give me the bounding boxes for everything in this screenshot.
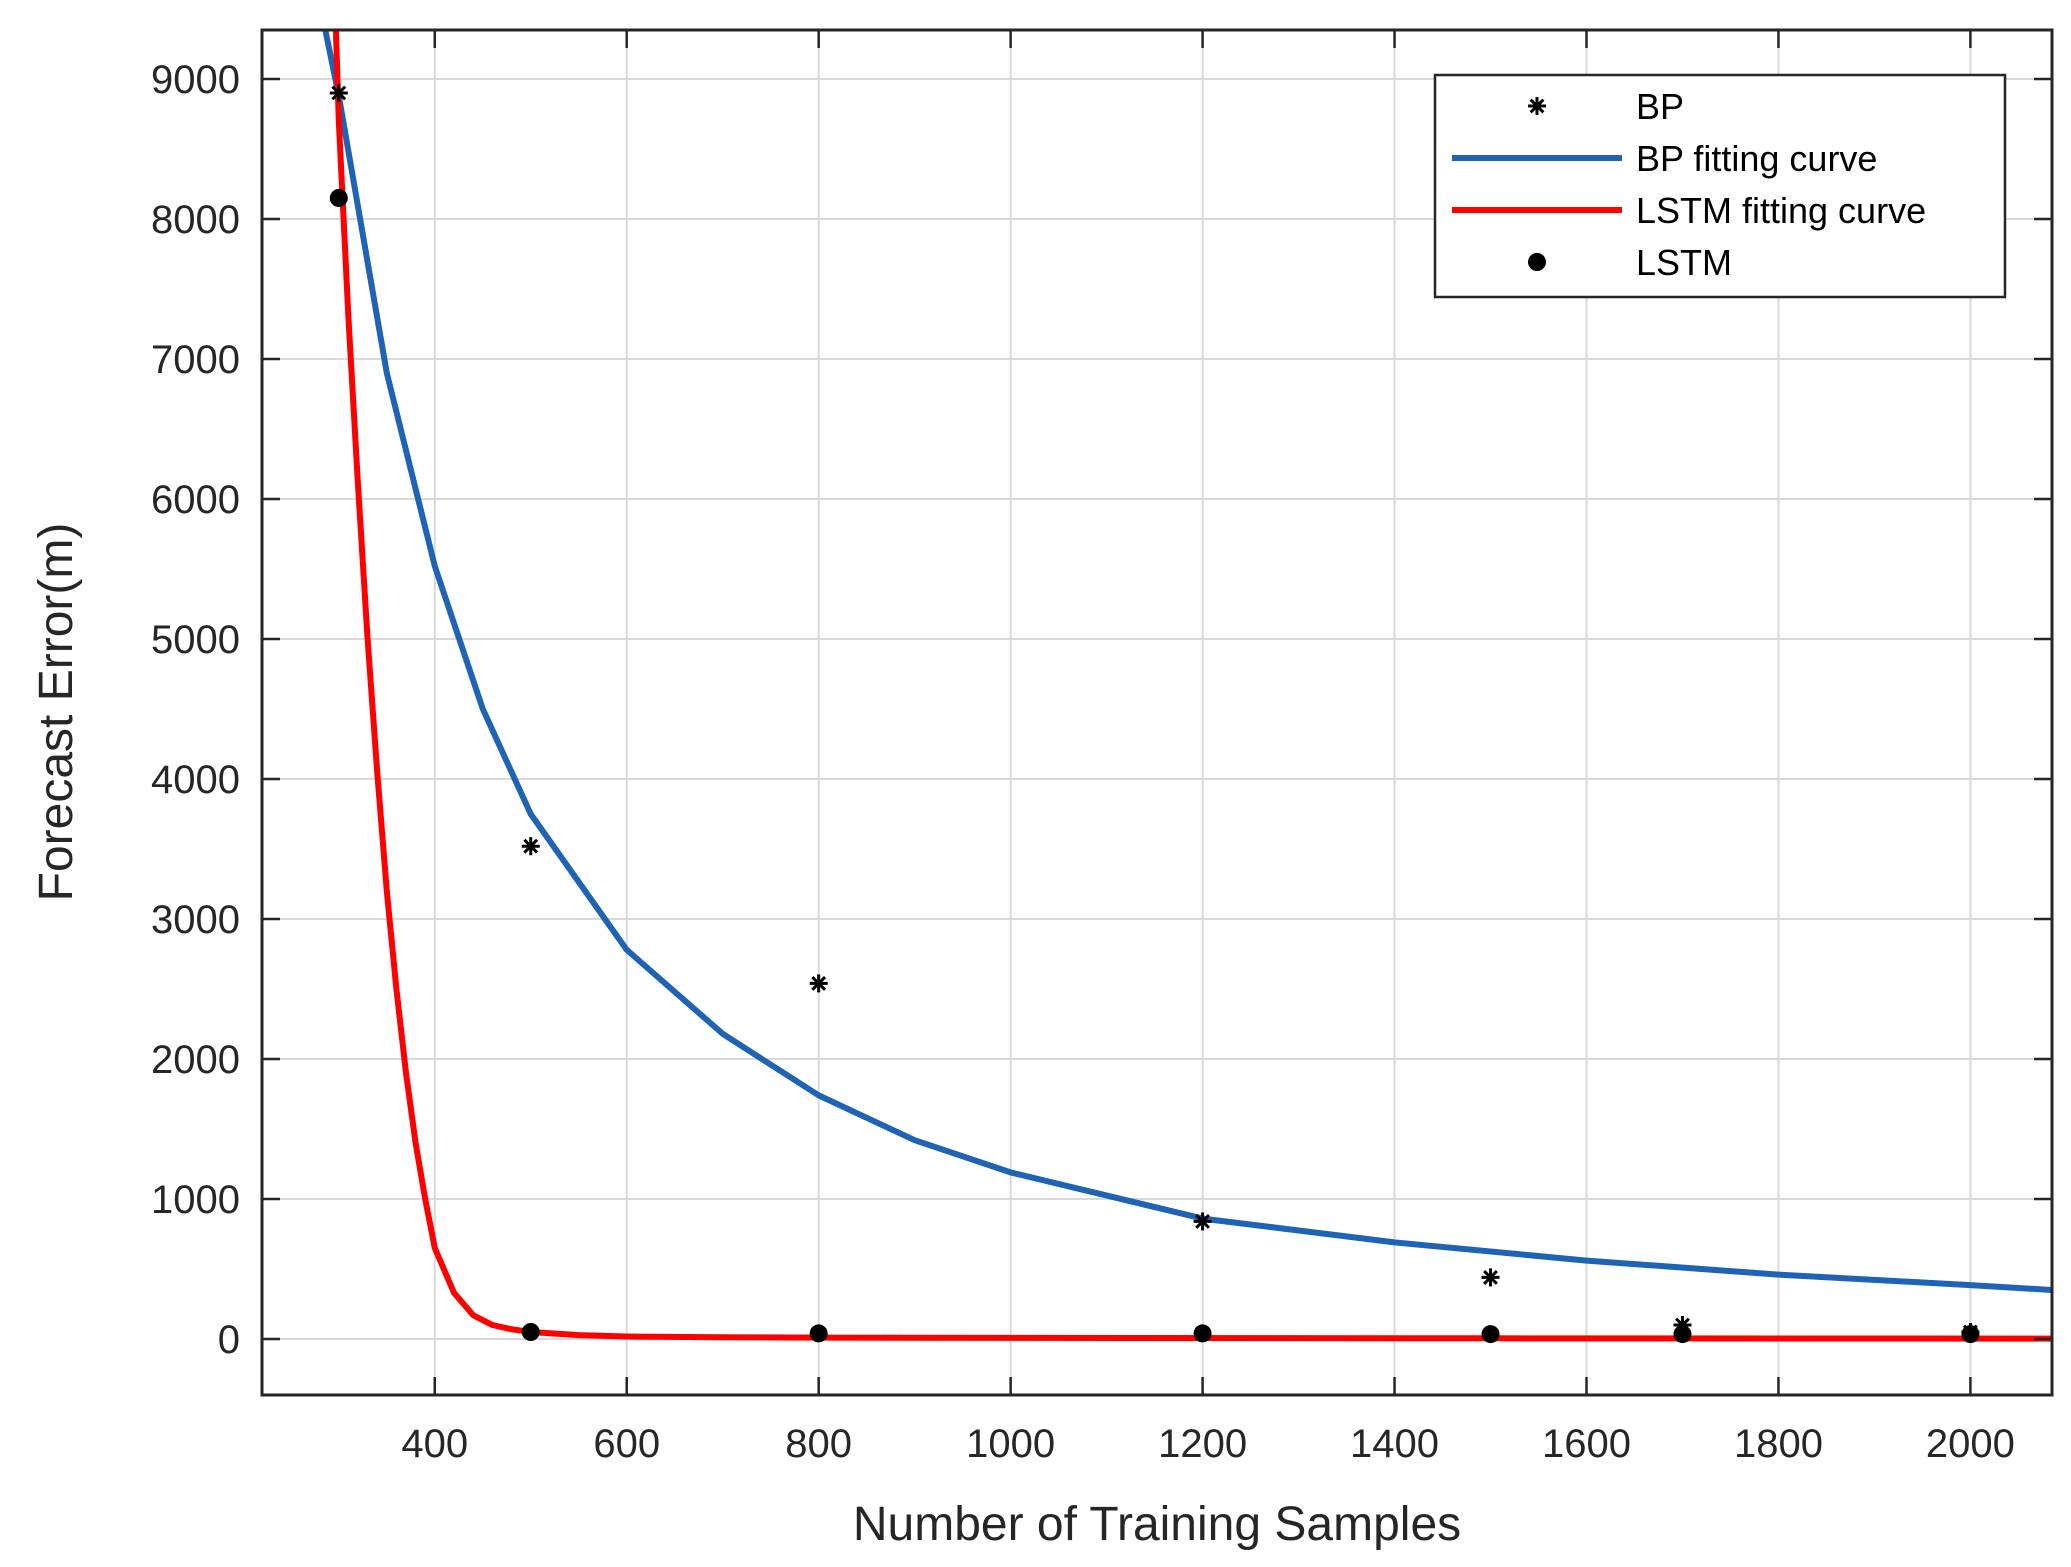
x-tick-label: 1800 (1734, 1422, 1823, 1466)
y-tick-label: 3000 (151, 898, 240, 942)
y-tick-label: 6000 (151, 478, 240, 522)
bp-point (809, 974, 828, 993)
lstm-point (329, 189, 348, 207)
bp-point (329, 84, 348, 102)
x-axis-title: Number of Training Samples (853, 1498, 1461, 1551)
series-layer (322, 30, 2052, 1344)
lstm-point (809, 1324, 828, 1343)
x-tick-label: 600 (593, 1422, 660, 1466)
x-tick-label: 1600 (1542, 1422, 1631, 1466)
x-axis-tick-labels: 400 600 800 1000 1200 1400 1600 1800 2000 (401, 1422, 2015, 1466)
legend: BP BP fitting curve LSTM fitting curve LSTM (1433, 73, 2007, 299)
x-tick-label: 1000 (966, 1422, 1055, 1466)
bp-point (521, 837, 540, 856)
y-tick-label: 9000 (151, 58, 240, 102)
x-tick-label: 400 (401, 1422, 468, 1466)
y-tick-label: 5000 (151, 618, 240, 662)
y-tick-label: 1000 (151, 1178, 240, 1222)
y-tick-label: 4000 (151, 758, 240, 802)
bp-point (1481, 1268, 1500, 1287)
legend-label-lstm-fitting-curve: LSTM fitting curve (1636, 190, 1926, 231)
lstm-point (521, 1323, 540, 1341)
y-tick-label: 2000 (151, 1038, 240, 1082)
y-tick-label: 8000 (151, 198, 240, 242)
x-tick-label: 2000 (1926, 1422, 2015, 1466)
legend-swatch-bp (1528, 97, 1546, 115)
y-tick-label: 0 (218, 1318, 240, 1362)
y-axis-tick-labels: 0 1000 2000 3000 4000 5000 6000 7000 8000 9000 (151, 58, 240, 1362)
bp-fitting-curve-line (322, 30, 2052, 1293)
lstm-point (1193, 1324, 1212, 1343)
x-tick-label: 800 (785, 1422, 852, 1466)
x-tick-label: 1400 (1350, 1422, 1439, 1466)
lstm-fitting-curve-line (332, 30, 2052, 1342)
y-axis-title: Forecast Error(m) (30, 523, 83, 902)
lstm-point (1961, 1325, 1980, 1344)
legend-entries: BP BP fitting curve LSTM fitting curve LSTM (1452, 86, 1926, 283)
lstm-point (1673, 1325, 1692, 1344)
legend-swatch-lstm (1528, 253, 1546, 271)
legend-label-bp-fitting-curve: BP fitting curve (1636, 138, 1877, 179)
x-tick-label: 1200 (1158, 1422, 1247, 1466)
plot-frame (260, 28, 2054, 1397)
legend-label-bp: BP (1636, 86, 1684, 127)
lstm-point (1481, 1325, 1500, 1344)
y-tick-label: 7000 (151, 338, 240, 382)
bp-point (1193, 1212, 1212, 1231)
legend-label-lstm: LSTM (1636, 242, 1732, 283)
ticks (262, 30, 2052, 1395)
